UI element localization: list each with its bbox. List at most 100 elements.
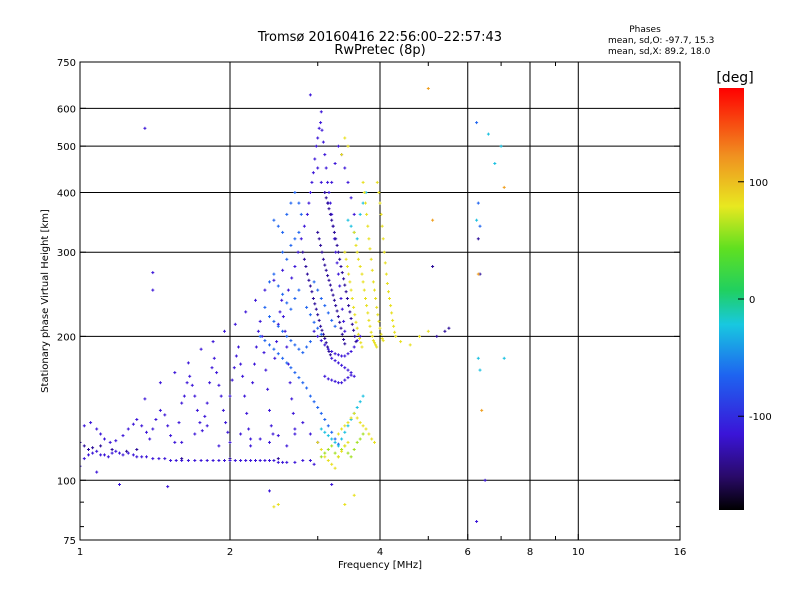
echo-point [325, 341, 327, 345]
echo-point [371, 334, 373, 338]
echo-point [297, 250, 299, 254]
echo-point [353, 212, 355, 216]
colorbar-ticks: 100 0 -100 [738, 178, 772, 423]
echo-point [152, 288, 154, 292]
echo-point [341, 354, 343, 358]
echo-point [306, 305, 308, 309]
echo-point [487, 132, 489, 136]
echo-point [277, 457, 279, 461]
y-tick-label: 600 [57, 104, 76, 115]
echo-point [337, 444, 339, 448]
echo-point [477, 356, 479, 360]
echo-point [369, 324, 371, 328]
echo-point [167, 485, 169, 489]
echo-point [353, 230, 355, 234]
echo-point [196, 408, 198, 412]
echo-point [141, 455, 143, 459]
echo-point [331, 430, 333, 434]
echo-point [194, 432, 196, 436]
echo-point [309, 93, 311, 97]
echo-point [225, 421, 227, 425]
echo-point [348, 272, 350, 276]
echo-point [146, 430, 147, 434]
echo-point [365, 191, 367, 194]
echo-point [351, 322, 353, 326]
echo-point [324, 153, 326, 157]
echo-point [324, 455, 326, 459]
echo-point [286, 460, 288, 464]
echo-point [302, 459, 304, 462]
echo-point [350, 288, 352, 292]
echo-point [320, 332, 322, 336]
echo-point [390, 304, 392, 308]
echo-point [213, 356, 215, 360]
data-points [80, 87, 506, 523]
echo-point [395, 334, 397, 338]
echo-point [354, 313, 356, 317]
echo-point [183, 394, 185, 398]
echo-point [329, 353, 331, 357]
echo-point [272, 432, 274, 436]
echo-point [318, 318, 320, 322]
echo-point [264, 305, 266, 309]
echo-point [344, 166, 346, 170]
echo-point [327, 274, 329, 278]
echo-point [107, 455, 109, 459]
echo-point [282, 230, 284, 234]
echo-point [337, 250, 339, 254]
echo-point [334, 379, 336, 383]
echo-point [201, 429, 203, 433]
echo-point [132, 453, 134, 457]
echo-point [500, 144, 502, 148]
phase-series [272, 136, 430, 509]
echo-point [324, 451, 326, 455]
echo-point [199, 421, 201, 425]
echo-point [339, 257, 341, 261]
echo-point [327, 377, 329, 381]
echo-point [346, 265, 348, 268]
echo-point [359, 212, 361, 216]
echo-point [321, 128, 323, 132]
echo-point [191, 383, 193, 387]
echo-point [309, 394, 311, 398]
echo-point [282, 460, 284, 464]
echo-point [320, 110, 322, 114]
echo-point [263, 351, 265, 355]
echo-point [181, 459, 183, 462]
echo-point [341, 448, 343, 451]
echo-point [503, 185, 505, 189]
echo-point [277, 460, 279, 464]
echo-point [80, 465, 82, 467]
echo-point [83, 457, 85, 461]
echo-point [122, 434, 124, 438]
x-tick-label: 4 [377, 547, 383, 558]
echo-point [146, 455, 147, 459]
echo-point [315, 307, 317, 311]
echo-point [235, 354, 237, 358]
echo-point [227, 430, 229, 434]
echo-point [303, 257, 305, 261]
echo-point [341, 307, 343, 311]
echo-point [286, 212, 288, 216]
echo-point [152, 271, 154, 275]
echo-point [343, 277, 345, 281]
echo-point [320, 243, 322, 247]
echo-point [309, 459, 311, 462]
echo-point [361, 272, 363, 276]
echo-point [216, 371, 218, 375]
echo-point [476, 520, 478, 523]
echo-point [419, 334, 420, 338]
echo-point [303, 224, 305, 228]
echo-point [92, 451, 94, 455]
echo-point [274, 356, 276, 360]
echo-point [194, 394, 196, 398]
x-tick-label: 6 [465, 547, 471, 558]
echo-point [318, 126, 320, 130]
echo-point [503, 356, 505, 360]
phase-info-x: mean, sd,X: 89.2, 18.0 [608, 47, 711, 57]
echo-point [100, 432, 102, 436]
echo-point [189, 374, 191, 378]
echo-point [200, 459, 202, 462]
grid-lines [80, 62, 680, 540]
echo-point [494, 162, 496, 165]
